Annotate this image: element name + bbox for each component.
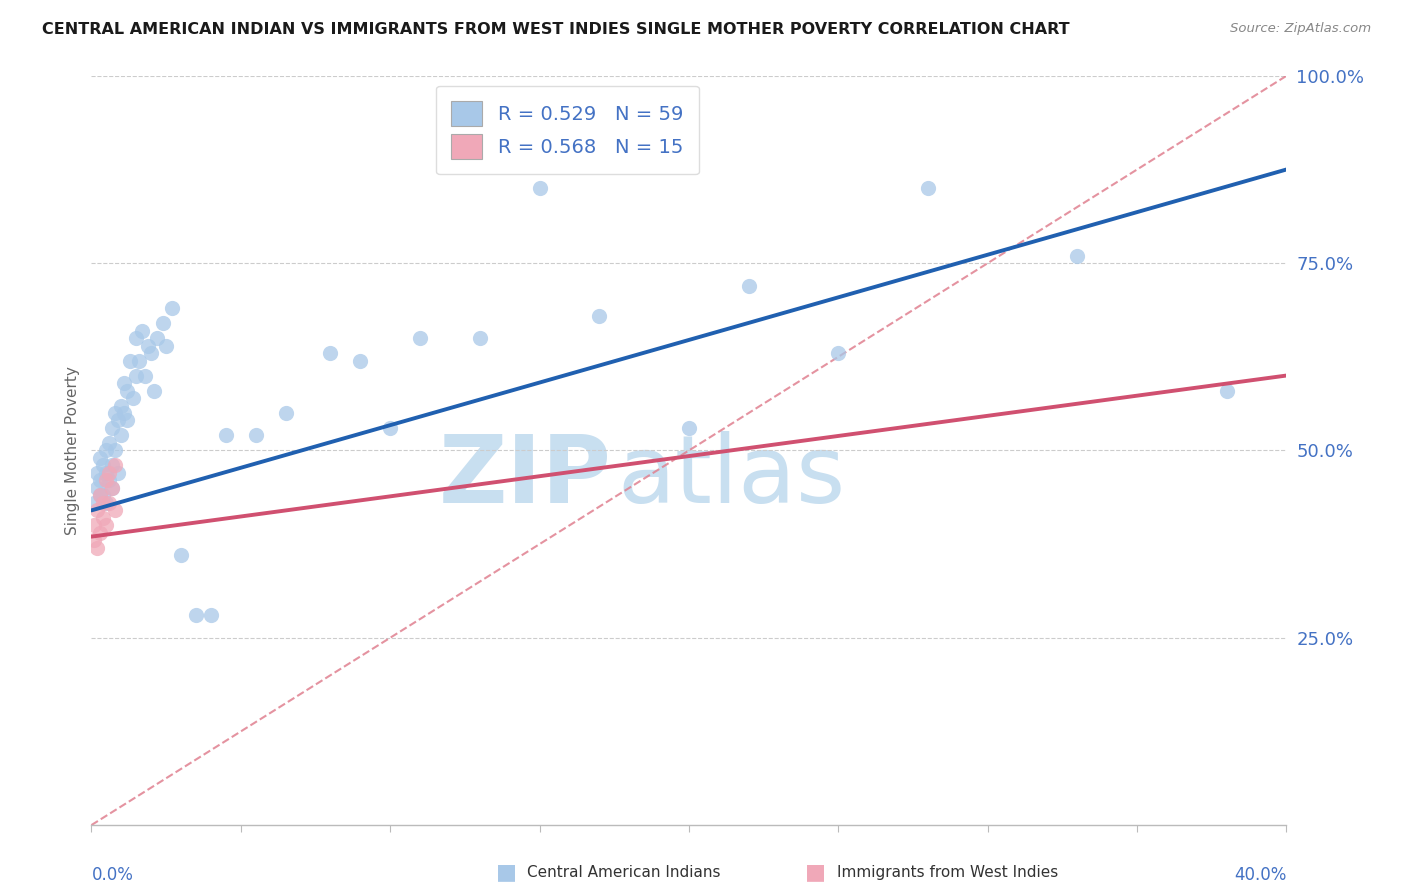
Point [529, 181, 551, 195]
Point [678, 421, 700, 435]
Point [146, 331, 169, 345]
Point [1066, 249, 1088, 263]
Point [83, 518, 105, 533]
Point [89, 525, 111, 540]
Point [104, 406, 127, 420]
Point [737, 278, 759, 293]
Point [215, 428, 238, 442]
Point [170, 549, 193, 563]
Point [96, 518, 118, 533]
Point [93, 511, 115, 525]
Point [86, 481, 108, 495]
Point [104, 443, 127, 458]
Point [101, 421, 124, 435]
Point [110, 399, 132, 413]
Point [104, 503, 127, 517]
Point [96, 474, 118, 488]
Text: 40.0%: 40.0% [1234, 866, 1286, 884]
Y-axis label: Single Mother Poverty: Single Mother Poverty [65, 366, 80, 535]
Point [274, 406, 297, 420]
Point [136, 338, 159, 352]
Point [143, 384, 166, 398]
Text: Source: ZipAtlas.com: Source: ZipAtlas.com [1230, 22, 1371, 36]
Point [96, 443, 118, 458]
Point [184, 608, 207, 623]
Point [115, 413, 138, 427]
Text: 0.0%: 0.0% [91, 866, 134, 884]
Point [96, 496, 118, 510]
Point [155, 338, 177, 352]
Text: Immigrants from West Indies: Immigrants from West Indies [837, 865, 1057, 880]
Point [89, 488, 111, 502]
Text: ■: ■ [806, 863, 825, 882]
Text: atlas: atlas [617, 431, 845, 523]
Point [110, 428, 132, 442]
Point [141, 346, 163, 360]
Point [128, 353, 150, 368]
Point [917, 181, 939, 195]
Point [86, 541, 108, 555]
Point [86, 503, 108, 517]
Point [93, 458, 115, 473]
Point [1216, 384, 1239, 398]
Point [380, 421, 402, 435]
Point [96, 466, 118, 480]
Point [98, 474, 121, 488]
Point [115, 384, 138, 398]
Text: Central American Indians: Central American Indians [527, 865, 721, 880]
Point [83, 533, 105, 548]
Point [89, 450, 111, 465]
Point [89, 488, 111, 502]
Point [101, 481, 124, 495]
Point [98, 496, 121, 510]
Point [101, 481, 124, 495]
Point [120, 353, 142, 368]
Point [93, 496, 115, 510]
Point [101, 458, 124, 473]
Point [134, 368, 156, 383]
Point [131, 324, 153, 338]
Text: ■: ■ [496, 863, 516, 882]
Point [349, 353, 371, 368]
Point [112, 376, 135, 390]
Point [107, 466, 129, 480]
Point [86, 466, 108, 480]
Point [152, 316, 174, 330]
Point [83, 496, 105, 510]
Point [245, 428, 267, 442]
Point [122, 391, 145, 405]
Point [89, 474, 111, 488]
Point [125, 331, 148, 345]
Point [98, 466, 121, 480]
Point [112, 406, 135, 420]
Point [827, 346, 849, 360]
Text: ZIP: ZIP [439, 431, 612, 523]
Point [125, 368, 148, 383]
Point [98, 436, 121, 450]
Text: CENTRAL AMERICAN INDIAN VS IMMIGRANTS FROM WEST INDIES SINGLE MOTHER POVERTY COR: CENTRAL AMERICAN INDIAN VS IMMIGRANTS FR… [42, 22, 1070, 37]
Point [107, 413, 129, 427]
Point [468, 331, 491, 345]
Point [200, 608, 222, 623]
Point [160, 301, 183, 315]
Point [93, 488, 115, 502]
Point [588, 309, 610, 323]
Point [409, 331, 432, 345]
Point [319, 346, 342, 360]
Point [104, 458, 127, 473]
Legend: R = 0.529   N = 59, R = 0.568   N = 15: R = 0.529 N = 59, R = 0.568 N = 15 [436, 86, 699, 175]
